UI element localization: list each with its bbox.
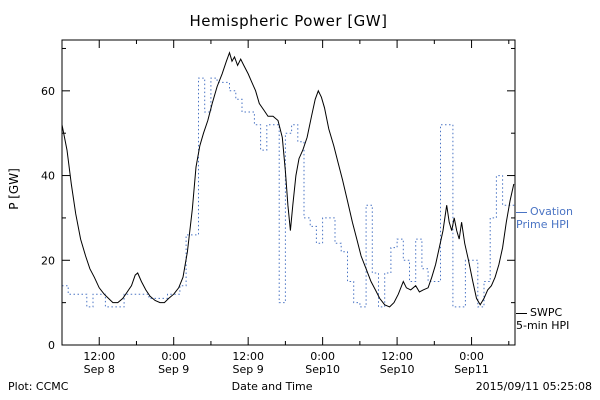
- x-tick-date: Sep10: [380, 363, 415, 376]
- legend-ovation-label-line1: Ovation: [530, 205, 573, 218]
- swpc-line-sample: [516, 312, 527, 314]
- legend-swpc-label-line1: SWPC: [530, 306, 563, 319]
- x-tick-time: 0:00: [161, 350, 186, 363]
- legend-swpc: SWPC 5-min HPI: [516, 306, 569, 332]
- timestamp: 2015/09/11 05:25:08: [475, 380, 592, 393]
- x-tick-time: 12:00: [232, 350, 264, 363]
- x-axis-label: Date and Time: [231, 380, 313, 393]
- x-tick-time: 12:00: [381, 350, 413, 363]
- footer-row: Plot: CCMC Date and Time 2015/09/11 05:2…: [8, 380, 592, 393]
- series-ovation-prime-hpi: [62, 77, 515, 308]
- plot-credit: Plot: CCMC: [8, 380, 69, 393]
- x-tick-time: 12:00: [83, 350, 115, 363]
- x-tick-date: Sep10: [305, 363, 340, 376]
- y-tick-label: 60: [41, 85, 55, 98]
- x-tick-date: Sep11: [454, 363, 489, 376]
- x-tick-date: Sep 9: [233, 363, 264, 376]
- x-tick-time: 0:00: [459, 350, 484, 363]
- y-tick-label: 20: [41, 254, 55, 267]
- legend-swpc-label-line2: 5-min HPI: [516, 319, 570, 332]
- x-tick-date: Sep 9: [158, 363, 189, 376]
- y-tick-label: 40: [41, 170, 55, 183]
- y-tick-label: 0: [48, 339, 55, 352]
- plot-border: [61, 39, 516, 346]
- legend-ovation: Ovation Prime HPI: [516, 205, 573, 231]
- legend-ovation-label-line2: Prime HPI: [516, 218, 570, 231]
- series-swpc-5-min-hpi: [61, 51, 515, 308]
- x-tick-date: Sep 8: [84, 363, 115, 376]
- ovation-line-sample: [516, 211, 527, 213]
- chart-title: Hemispheric Power [GW]: [189, 12, 388, 30]
- x-tick-time: 0:00: [310, 350, 335, 363]
